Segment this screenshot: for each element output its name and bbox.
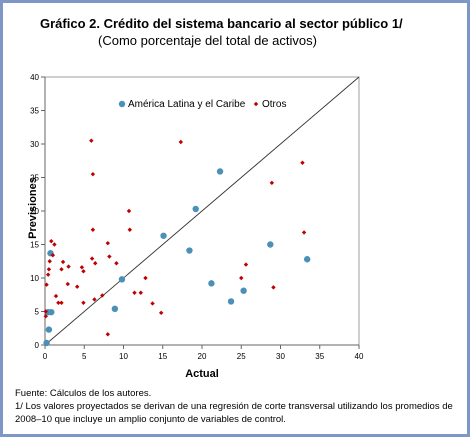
data-point-otros (59, 300, 64, 305)
y-tick-label: 25 (30, 174, 39, 183)
data-point-otros (74, 284, 80, 289)
x-tick-label: 30 (276, 352, 285, 361)
data-point-otros (105, 332, 110, 337)
data-point-otros (81, 269, 86, 274)
data-point-otros (47, 259, 52, 264)
data-point-otros (269, 180, 275, 186)
data-point-otros (81, 300, 86, 305)
y-tick-label: 0 (35, 341, 40, 350)
data-point-alc (216, 168, 224, 175)
data-point-otros (89, 138, 94, 143)
data-point-otros (43, 309, 48, 314)
data-point-otros (100, 293, 105, 298)
data-point-alc (186, 247, 193, 254)
data-point-otros (126, 208, 132, 214)
data-point-otros (66, 264, 71, 269)
data-point-otros (132, 290, 137, 295)
x-tick-label: 35 (315, 352, 324, 361)
y-tick-label: 15 (30, 241, 39, 250)
data-point-alc (43, 339, 50, 347)
data-point-otros (138, 290, 143, 295)
data-point-otros (46, 267, 52, 272)
data-point-otros (271, 285, 276, 290)
data-point-otros (44, 282, 49, 287)
data-point-alc (267, 241, 274, 248)
y-tick-label: 35 (30, 107, 39, 116)
data-point-otros (93, 261, 98, 266)
x-tick-label: 25 (237, 352, 246, 361)
data-point-otros (89, 256, 95, 261)
chart-subtitle: (Como porcentaje del total de activos) (98, 33, 317, 48)
data-point-alc (208, 280, 215, 287)
data-point-otros (56, 300, 61, 305)
x-tick-label: 15 (158, 352, 167, 361)
plot-area: 0 5 10 15 20 25 30 35 40 0 5 10 15 20 25 30 35 40 América … (30, 73, 364, 361)
chart-notes: Fuente: Cálculos de los autores. 1/ Los … (15, 387, 465, 426)
data-point-otros (79, 265, 85, 270)
data-point-alc (192, 205, 199, 213)
x-tick-label: 10 (119, 352, 128, 361)
data-point-otros (301, 230, 307, 235)
y-axis-title: Previsiones (27, 177, 39, 239)
legend-marker-alc (118, 100, 126, 108)
data-point-otros (158, 310, 164, 316)
data-point-otros (105, 240, 110, 246)
data-point-otros (90, 171, 96, 177)
y-tick-label: 20 (30, 207, 39, 216)
footnote-line-1: 1/ Los valores proyectados se derivan de… (15, 401, 453, 412)
legend-marker-otros (253, 101, 259, 107)
x-tick-label: 0 (43, 352, 48, 361)
data-point-otros (114, 261, 119, 266)
data-point-otros (107, 254, 112, 259)
data-point-alc (303, 256, 311, 263)
y-tick-label: 10 (30, 274, 39, 283)
data-point-otros (43, 313, 48, 319)
data-point-alc (160, 232, 167, 239)
data-point-otros (50, 253, 56, 258)
data-point-otros (92, 297, 97, 302)
source-note: Fuente: Cálculos de los autores. (15, 388, 152, 399)
data-point-alc (111, 305, 119, 313)
legend-label-alc: América Latina y el Caribe (128, 99, 246, 110)
data-point-alc (227, 298, 235, 305)
y-tick-label: 40 (30, 73, 39, 82)
x-tick-label: 5 (82, 352, 87, 361)
reference-line-45 (44, 76, 360, 346)
data-point-otros (178, 139, 184, 145)
data-point-otros (127, 227, 132, 232)
data-point-otros (49, 238, 54, 244)
data-point-otros (143, 275, 148, 281)
data-point-otros (65, 281, 70, 287)
data-point-alc (45, 326, 53, 333)
footnote-line-2: 2008–10 que incluye un amplio conjunto d… (15, 414, 286, 425)
data-point-otros (150, 301, 155, 306)
x-tick-label: 20 (198, 352, 207, 361)
chart-title: Gráfico 2. Crédito del sistema bancario … (40, 16, 403, 31)
data-point-otros (243, 262, 249, 267)
data-point-otros (52, 242, 57, 247)
y-tick-label: 30 (30, 140, 39, 149)
data-point-alc (118, 276, 126, 283)
x-tick-label: 40 (355, 352, 364, 361)
data-point-alc (48, 308, 55, 316)
data-point-otros (59, 267, 64, 272)
scatter-chart: 0 5 10 15 20 25 30 35 40 0 5 10 15 20 25 30 35 40 América … (27, 73, 364, 380)
legend-label-otros: Otros (262, 99, 286, 110)
data-point-otros (239, 275, 244, 281)
x-axis-title: Actual (185, 368, 219, 380)
data-point-otros (90, 227, 96, 232)
data-point-otros (45, 272, 51, 277)
y-tick-label: 5 (35, 308, 40, 317)
data-point-otros (300, 160, 305, 165)
data-point-otros (53, 293, 59, 299)
data-point-otros (60, 259, 66, 265)
data-point-alc (240, 287, 247, 294)
